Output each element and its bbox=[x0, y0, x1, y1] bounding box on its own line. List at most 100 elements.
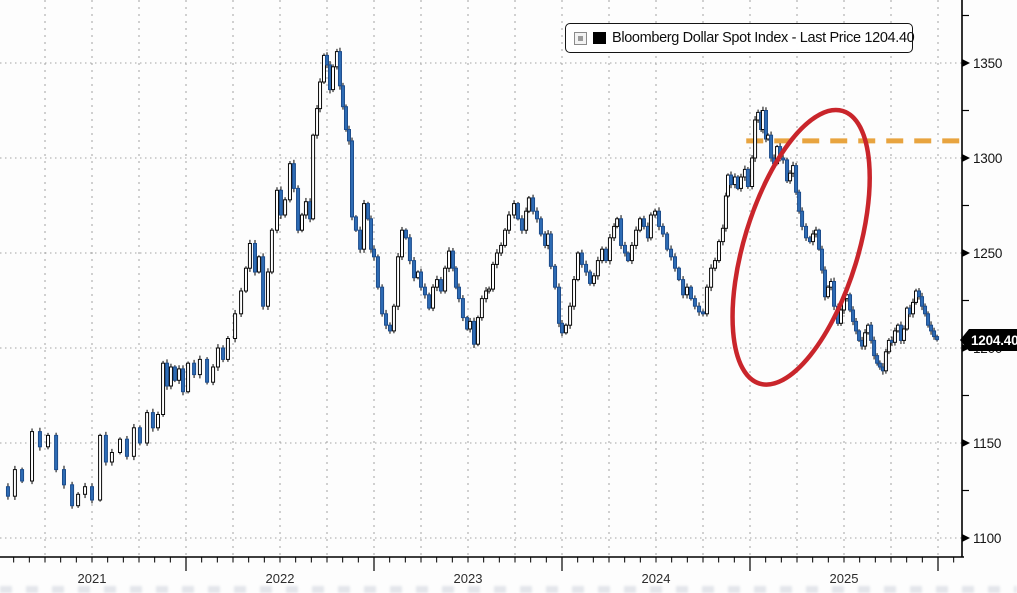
candle-body bbox=[681, 279, 686, 296]
candle-body bbox=[431, 286, 436, 309]
candle-body bbox=[484, 290, 489, 300]
candle-body bbox=[98, 434, 103, 501]
candle-body bbox=[407, 237, 412, 262]
candle-body bbox=[103, 434, 108, 463]
candle-body bbox=[634, 229, 639, 246]
candle-body bbox=[826, 286, 831, 298]
candle-body bbox=[516, 203, 521, 220]
candle-body bbox=[318, 81, 323, 110]
candle-body bbox=[311, 134, 316, 220]
candle-body bbox=[638, 218, 643, 231]
candle-body bbox=[211, 366, 216, 383]
candle-body bbox=[124, 438, 129, 457]
candle-body bbox=[384, 313, 389, 326]
candle-body bbox=[932, 330, 937, 338]
candle-body bbox=[629, 244, 634, 262]
candle-body bbox=[215, 347, 220, 368]
candle-body bbox=[192, 362, 197, 376]
candle-body bbox=[205, 358, 210, 383]
candle-body bbox=[76, 493, 81, 507]
last-price-value: 1204.40 bbox=[971, 332, 1017, 348]
x-axis-label-2021: 2021 bbox=[77, 571, 107, 586]
candle-body bbox=[375, 256, 380, 288]
candle-body bbox=[131, 427, 136, 457]
candle-body bbox=[800, 210, 805, 227]
legend-box[interactable]: Bloomberg Dollar Spot Index - Last Price… bbox=[565, 23, 915, 53]
candle-body bbox=[118, 438, 123, 454]
candle-body bbox=[434, 279, 439, 288]
candle-body bbox=[832, 281, 837, 307]
candle-body bbox=[612, 225, 617, 239]
candle-body bbox=[109, 452, 114, 463]
candle-body bbox=[575, 252, 580, 281]
candle-body bbox=[400, 229, 405, 258]
candle-body bbox=[572, 279, 577, 307]
candle-body bbox=[524, 210, 529, 231]
candle-body bbox=[168, 366, 173, 387]
gridlines bbox=[0, 0, 962, 557]
candle-body bbox=[704, 286, 709, 315]
candle-body bbox=[137, 427, 142, 444]
candle-body bbox=[443, 267, 448, 292]
y-tick-arrow-icon bbox=[962, 154, 970, 162]
y-axis-label-1300: 1300 bbox=[962, 150, 1002, 166]
y-tick-arrow-icon bbox=[962, 439, 970, 447]
candle-body bbox=[920, 296, 925, 307]
candle-body bbox=[291, 163, 296, 189]
candle-body bbox=[506, 214, 511, 231]
candle-body bbox=[12, 469, 17, 497]
candle-body bbox=[877, 362, 882, 368]
candle-body bbox=[534, 210, 539, 220]
legend-expander-icon[interactable] bbox=[574, 31, 587, 45]
candle-body bbox=[494, 252, 499, 265]
candle-body bbox=[450, 250, 455, 269]
candle-body bbox=[816, 229, 821, 250]
candle-body bbox=[475, 317, 480, 345]
candle-body bbox=[672, 256, 677, 269]
candle-body bbox=[935, 336, 940, 341]
candle-body bbox=[296, 187, 301, 231]
candle-body bbox=[472, 320, 477, 345]
candle-body bbox=[37, 431, 42, 448]
candle-body bbox=[676, 267, 681, 281]
candle-body bbox=[848, 294, 853, 311]
candle-body bbox=[910, 301, 915, 315]
candle-body bbox=[491, 263, 496, 290]
candle-body bbox=[177, 368, 182, 381]
candle-body bbox=[892, 330, 897, 343]
candle-body bbox=[538, 218, 543, 235]
candle-body bbox=[729, 174, 734, 186]
last-price-tag: 1204.40 bbox=[959, 329, 1017, 351]
candle-body bbox=[713, 260, 718, 269]
candle-body bbox=[781, 157, 786, 161]
candle-body bbox=[299, 214, 304, 231]
candle-body bbox=[5, 486, 10, 497]
candle-body bbox=[701, 311, 705, 315]
candle-body bbox=[419, 271, 423, 288]
candle-body bbox=[412, 260, 417, 279]
y-tick-text: 1150 bbox=[973, 435, 1002, 451]
candle-body bbox=[875, 355, 880, 364]
candle-body bbox=[368, 218, 373, 250]
candle-body bbox=[340, 85, 345, 108]
candle-body bbox=[669, 248, 674, 258]
candle-body bbox=[869, 324, 874, 341]
candle-body bbox=[20, 469, 25, 482]
candle-body bbox=[769, 134, 774, 159]
candle-body bbox=[447, 250, 452, 269]
candle-body bbox=[556, 286, 561, 324]
x-axis-label-2022: 2022 bbox=[265, 571, 295, 586]
candle-body bbox=[584, 263, 589, 273]
candle-body bbox=[595, 260, 600, 277]
candle-body bbox=[161, 362, 166, 416]
candle-body bbox=[145, 412, 150, 444]
candle-body bbox=[346, 129, 351, 142]
candle-body bbox=[763, 110, 768, 140]
candle-body bbox=[600, 248, 605, 262]
y-tick-arrow-icon bbox=[962, 59, 970, 67]
candle-body bbox=[657, 210, 662, 227]
candle-body bbox=[30, 431, 35, 482]
candle-body bbox=[265, 271, 270, 307]
candle-body bbox=[331, 66, 336, 91]
